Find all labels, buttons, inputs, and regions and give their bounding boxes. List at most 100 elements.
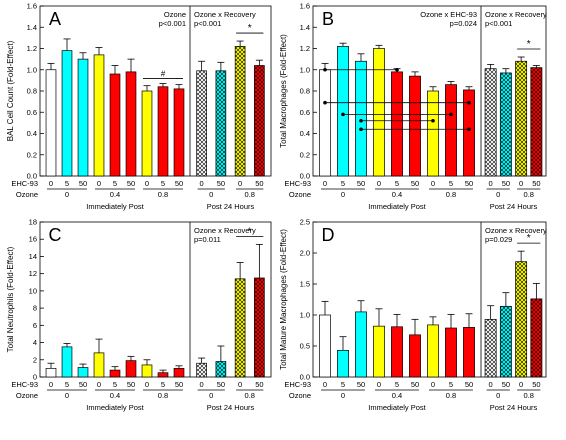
y-tick-label: 1.0 <box>27 65 37 74</box>
bar-immediate <box>445 327 457 378</box>
bar-immediate <box>337 46 349 177</box>
ehc-tick: 0 <box>377 179 381 188</box>
bar-immediate <box>173 88 185 177</box>
ehc-tick: 0 <box>431 380 435 389</box>
ehc-tick: 50 <box>411 179 419 188</box>
ehc-tick: 5 <box>449 179 453 188</box>
y-tick-label: 12 <box>29 269 37 278</box>
y-tick-label: 16 <box>29 235 37 244</box>
comparison-dot <box>395 67 399 72</box>
ozone-tick: 0 <box>65 190 69 199</box>
ehc-tick: 50 <box>217 179 225 188</box>
bar-post <box>254 277 265 378</box>
bar-immediate <box>125 71 137 177</box>
comparison-dot <box>341 112 345 117</box>
y-tick-label: 1.6 <box>27 2 37 11</box>
ehc-tick: 50 <box>502 179 510 188</box>
y-tick-label: 0.6 <box>27 108 37 117</box>
ehc-tick: 0 <box>97 179 101 188</box>
row-label-ozone: Ozone <box>289 190 311 199</box>
row-label-ehc: EHC-93 <box>284 380 311 389</box>
row-label-ozone: Ozone <box>16 190 38 199</box>
bar-immediate <box>141 90 153 177</box>
ehc-tick: 5 <box>341 179 345 188</box>
bar-post <box>484 318 497 378</box>
ehc-tick: 50 <box>127 380 135 389</box>
ozone-tick: 0 <box>65 391 69 400</box>
comparison-dot <box>449 112 453 117</box>
stats-text: Ozone x Recovery <box>485 10 547 19</box>
y-axis-label: Total Neutrophils (Fold-Effect) <box>6 246 15 352</box>
stats-text: p=0.029 <box>485 235 512 244</box>
group-label-post: Post 24 Hours <box>207 202 255 211</box>
bar-immediate <box>373 325 385 378</box>
ehc-tick: 0 <box>519 179 523 188</box>
y-axis-label: BAL Cell Count (Fold-Effect) <box>6 40 15 141</box>
panel-letter: B <box>322 9 334 29</box>
bar-immediate <box>337 349 349 378</box>
y-tick-label: 1.2 <box>27 44 37 53</box>
bar-immediate <box>355 311 367 378</box>
ozone-tick: 0.8 <box>446 391 456 400</box>
ehc-tick: 50 <box>255 179 263 188</box>
ehc-tick: 5 <box>395 179 399 188</box>
y-tick-label: 1.4 <box>27 23 37 32</box>
y-axis-label: Total Macrophages (Fold-Effect) <box>279 34 288 148</box>
row-label-ehc: EHC-93 <box>11 380 38 389</box>
ozone-tick: 0.8 <box>524 190 534 199</box>
bar-immediate <box>427 90 439 177</box>
ehc-tick: 5 <box>113 179 117 188</box>
y-tick-label: 0 <box>33 373 37 382</box>
bar-immediate <box>125 360 137 378</box>
panel-a: 0.0 0.2 0.4 0.6 0.8 1.0 1.2 1.4 1.6 BAL Cell Coun… <box>6 2 272 211</box>
ehc-tick: 50 <box>357 380 365 389</box>
ehc-tick: 50 <box>127 179 135 188</box>
plot-frame <box>39 221 272 378</box>
y-tick-label: 2 <box>33 355 37 364</box>
bar-post <box>215 70 227 177</box>
ozone-tick: 0 <box>341 391 345 400</box>
ehc-tick: 0 <box>49 380 53 389</box>
y-tick-label: 0.6 <box>300 108 310 117</box>
ehc-tick: 50 <box>502 380 510 389</box>
ozone-tick: 0.4 <box>110 391 120 400</box>
y-tick-label: 0.5 <box>300 342 310 351</box>
ehc-tick: 0 <box>323 380 327 389</box>
ozone-tick: 0 <box>496 190 500 199</box>
ozone-tick: 0 <box>209 190 213 199</box>
bar-immediate <box>157 372 169 378</box>
ehc-tick: 0 <box>145 179 149 188</box>
significance-star: * <box>248 23 252 34</box>
row-label-ozone: Ozone <box>16 391 38 400</box>
ozone-tick: 0.4 <box>392 391 402 400</box>
significance-star: * <box>527 233 531 244</box>
stats-text: Ozone <box>164 10 186 19</box>
y-tick-label: 1.0 <box>300 311 310 320</box>
row-label-ehc: EHC-93 <box>11 179 38 188</box>
bar-immediate <box>45 69 57 177</box>
bar-post <box>515 261 528 378</box>
ehc-tick: 5 <box>113 380 117 389</box>
bar-post <box>254 65 265 177</box>
y-tick-label: 14 <box>29 252 37 261</box>
y-tick-label: 0.8 <box>27 87 37 96</box>
bar-immediate <box>319 314 331 378</box>
ehc-tick: 0 <box>238 179 242 188</box>
ehc-tick: 50 <box>175 179 183 188</box>
panel-b: 0.0 0.2 0.4 0.6 0.8 1.0 1.2 1.4 1.6 Total Macroph… <box>279 2 547 212</box>
ehc-tick: 0 <box>489 380 493 389</box>
panel-letter: C <box>49 225 62 245</box>
ehc-tick: 50 <box>465 380 473 389</box>
ehc-tick: 50 <box>217 380 225 389</box>
ehc-tick: 50 <box>532 179 540 188</box>
comparison-dot <box>323 67 327 72</box>
bar-post <box>234 46 246 177</box>
y-tick-label: 0.0 <box>27 172 37 181</box>
bar-immediate <box>409 334 421 378</box>
bar-immediate <box>109 369 121 378</box>
bar-post <box>499 72 512 177</box>
group-label-post: Post 24 Hours <box>490 202 538 211</box>
bar-immediate <box>463 327 475 378</box>
stats-text: Ozone x Recovery <box>194 10 256 19</box>
